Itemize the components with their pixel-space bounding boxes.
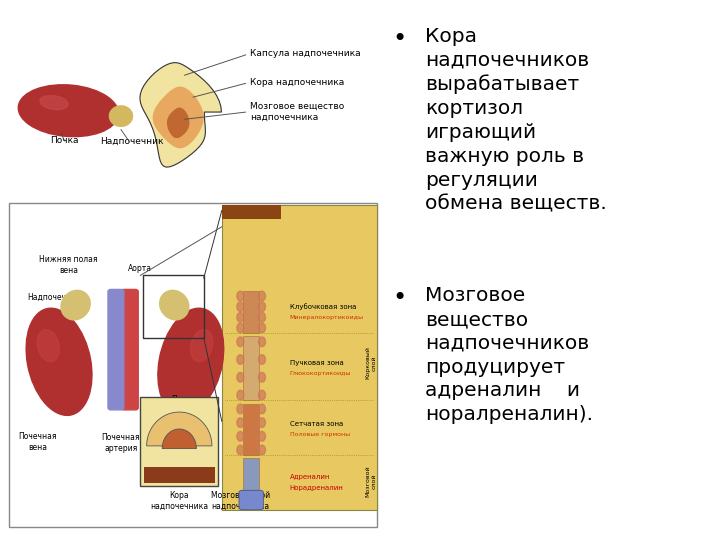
Text: Половые гормоны: Половые гормоны bbox=[290, 433, 350, 437]
Ellipse shape bbox=[237, 323, 244, 333]
Text: •: • bbox=[392, 286, 407, 310]
FancyBboxPatch shape bbox=[243, 403, 259, 455]
Ellipse shape bbox=[237, 431, 244, 441]
FancyBboxPatch shape bbox=[243, 336, 259, 401]
Text: Глюкокортикоиды: Глюкокортикоиды bbox=[290, 372, 351, 376]
Text: Кора
надпочечника: Кора надпочечника bbox=[150, 491, 208, 511]
Ellipse shape bbox=[258, 404, 266, 414]
Text: Адреналин: Адреналин bbox=[290, 474, 330, 480]
Text: Корковый
слой: Корковый слой bbox=[365, 347, 377, 380]
Ellipse shape bbox=[237, 404, 244, 414]
FancyBboxPatch shape bbox=[9, 202, 377, 526]
Polygon shape bbox=[140, 63, 222, 167]
FancyBboxPatch shape bbox=[243, 291, 259, 333]
Text: Капсула надпочечника: Капсула надпочечника bbox=[250, 50, 361, 58]
Text: Кора
надпочечников
вырабатывает
кортизол
играющий
важную роль в
регуляции
обмена: Кора надпочечников вырабатывает кортизол… bbox=[425, 27, 606, 213]
Ellipse shape bbox=[237, 373, 244, 382]
Text: Норадреналин: Норадреналин bbox=[290, 485, 343, 491]
FancyBboxPatch shape bbox=[121, 289, 138, 410]
FancyBboxPatch shape bbox=[140, 397, 218, 486]
Ellipse shape bbox=[18, 85, 119, 137]
Ellipse shape bbox=[258, 445, 266, 455]
Ellipse shape bbox=[258, 302, 266, 312]
Text: •: • bbox=[392, 27, 407, 51]
Ellipse shape bbox=[191, 329, 212, 362]
FancyBboxPatch shape bbox=[108, 289, 124, 410]
Ellipse shape bbox=[237, 355, 244, 365]
Polygon shape bbox=[153, 86, 204, 148]
Ellipse shape bbox=[26, 308, 92, 415]
Text: Почечная
артерия: Почечная артерия bbox=[102, 434, 140, 453]
Text: Нижняя полая
вена: Нижняя полая вена bbox=[39, 255, 98, 275]
Ellipse shape bbox=[109, 106, 132, 126]
Ellipse shape bbox=[160, 291, 189, 320]
Ellipse shape bbox=[258, 390, 266, 400]
FancyBboxPatch shape bbox=[239, 490, 264, 510]
Ellipse shape bbox=[237, 445, 244, 455]
Polygon shape bbox=[162, 429, 197, 449]
Text: Надпочечник: Надпочечник bbox=[27, 293, 81, 302]
Text: Аорта: Аорта bbox=[128, 264, 153, 273]
Ellipse shape bbox=[40, 96, 68, 110]
Ellipse shape bbox=[258, 337, 266, 347]
Polygon shape bbox=[147, 412, 212, 446]
Ellipse shape bbox=[258, 355, 266, 365]
Text: Мозговой слой
надпочечника: Мозговой слой надпочечника bbox=[211, 491, 270, 511]
Text: Клубочковая зона: Клубочковая зона bbox=[290, 303, 356, 310]
Ellipse shape bbox=[37, 329, 59, 362]
Ellipse shape bbox=[258, 431, 266, 441]
Text: Почка: Почка bbox=[50, 136, 79, 145]
Ellipse shape bbox=[158, 308, 224, 415]
Ellipse shape bbox=[258, 313, 266, 322]
Ellipse shape bbox=[237, 302, 244, 312]
Ellipse shape bbox=[237, 390, 244, 400]
FancyBboxPatch shape bbox=[222, 205, 281, 219]
Text: Почечная
вена: Почечная вена bbox=[18, 433, 57, 452]
Text: Кора надпочечника: Кора надпочечника bbox=[250, 78, 344, 87]
Text: Почка: Почка bbox=[171, 395, 196, 404]
Polygon shape bbox=[167, 107, 189, 138]
Ellipse shape bbox=[237, 291, 244, 301]
Ellipse shape bbox=[61, 291, 90, 320]
FancyBboxPatch shape bbox=[144, 467, 215, 483]
Ellipse shape bbox=[258, 373, 266, 382]
Ellipse shape bbox=[237, 313, 244, 322]
FancyBboxPatch shape bbox=[243, 458, 259, 504]
Text: Надпочечник: Надпочечник bbox=[100, 137, 163, 146]
Ellipse shape bbox=[258, 418, 266, 428]
Ellipse shape bbox=[258, 291, 266, 301]
Text: Пучковая зона: Пучковая зона bbox=[290, 360, 343, 366]
Ellipse shape bbox=[237, 418, 244, 428]
Text: Мозговой
слой: Мозговой слой bbox=[366, 465, 376, 497]
Ellipse shape bbox=[237, 337, 244, 347]
Ellipse shape bbox=[258, 323, 266, 333]
Text: Минералокортикоиды: Минералокортикоиды bbox=[290, 315, 364, 320]
Text: Сетчатая зона: Сетчатая зона bbox=[290, 421, 343, 427]
Text: Мозговое
вещество
надпочечников
продуцирует
адреналин    и
норалреналин).: Мозговое вещество надпочечников продуцир… bbox=[425, 286, 593, 424]
FancyBboxPatch shape bbox=[222, 205, 377, 510]
Text: Мозговое вещество
надпочечника: Мозговое вещество надпочечника bbox=[250, 102, 344, 122]
